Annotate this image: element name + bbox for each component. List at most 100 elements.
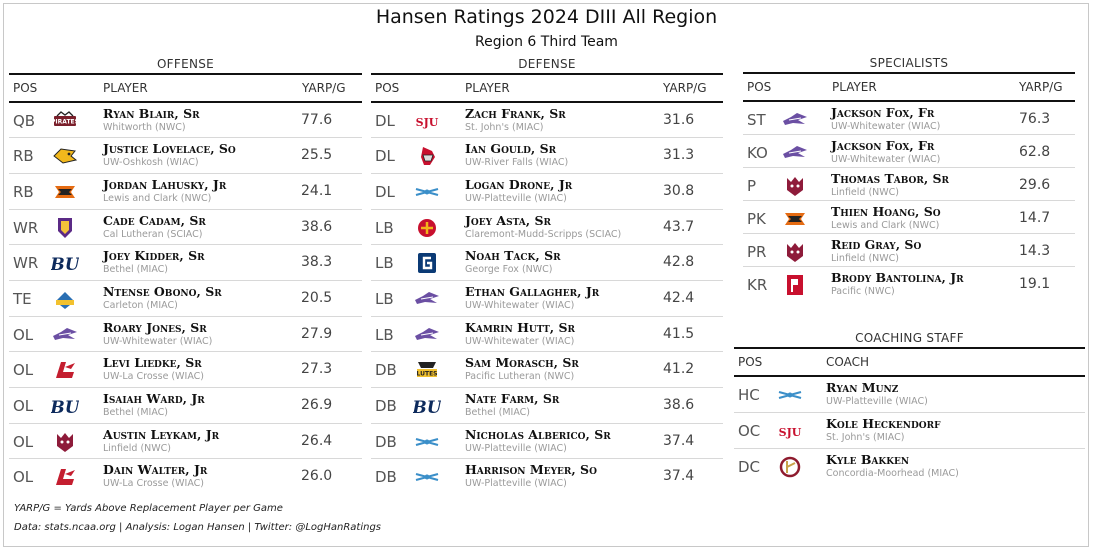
coach-row: DC Kyle Bakken Concordia-Moorhead (MIAC) [734,449,1085,485]
player-row: TE Ntense Obono, Sr Carleton (MIAC) 20.5 [9,281,362,317]
yarp-value: 38.6 [301,218,333,235]
yarp-value: 37.4 [663,432,695,449]
player-name: Isaiah Ward, Jr [103,391,205,406]
player-header: PLAYER [832,79,877,94]
coach-row: OC SJU Kole Heckendorf St. John's (MIAC) [734,413,1085,449]
position-label: OL [13,468,34,487]
school-label: St. John's (MIAC) [465,121,544,133]
uw-whitewater-logo [413,322,441,348]
position-label: PK [747,210,766,229]
school-label: UW-Whitewater (WIAC) [831,153,941,165]
player-row: WR Cade Cadam, Sr Cal Lutheran (SCIAC) 38.6 [9,210,362,246]
position-label: OC [738,421,761,440]
yarp-value: 31.3 [663,147,695,164]
svg-text:SJU: SJU [416,116,439,129]
defense-header-rule [371,100,723,103]
bethel-logo: BU [411,393,442,419]
cal-lutheran-logo [51,215,79,241]
player-row: LB Joey Asta, Sr Claremont-Mudd-Scripps (S… [371,210,723,246]
pos-header: POS [13,80,38,95]
uw-whitewater-logo [781,140,809,166]
position-label: LB [375,325,394,344]
yarp-value: 14.7 [1019,210,1051,227]
player-row: ST Jackson Fox, Fr UW-Whitewater (WIAC) 76.… [743,102,1075,135]
yarp-value: 26.9 [301,397,333,413]
position-label: RB [13,182,34,201]
player-name: Logan Drone, Jr [465,176,573,192]
defense-table: DEFENSE POS PLAYER YARP/G DL SJU Zach Fran… [371,55,723,495]
school-label: UW-Oshkosh (WIAC) [103,157,199,169]
concordia-moorhead-logo [776,454,804,480]
yarp-value: 62.8 [1019,143,1051,160]
offense-header-rule [9,100,362,103]
position-label: DB [375,432,397,451]
uw-platteville-logo [413,464,441,490]
coaching-title: COACHING STAFF [855,331,964,345]
player-name: Nate Farm, Sr [465,391,560,406]
player-name: Austin Leykam, Jr [103,426,220,442]
position-label: DC [738,457,761,476]
offense-top-rule [9,73,362,75]
yarp-value: 42.8 [663,254,695,271]
yarp-value: 37.4 [663,468,695,485]
yarp-value: 43.7 [663,218,695,235]
yarp-value: 14.3 [1019,243,1051,260]
position-label: WR [13,254,39,273]
school-label: UW-Platteville (WIAC) [465,192,567,204]
player-name: Brody Bantolina, Jr [831,270,964,286]
defense-title: DEFENSE [518,57,576,71]
yarp-value: 25.5 [301,147,333,164]
player-name: Dain Walter, Jr [103,462,208,478]
uw-river-falls-logo [413,143,441,169]
school-label: UW-River Falls (WIAC) [465,157,569,169]
player-name: Kamrin Hutt, Sr [465,319,576,335]
yarp-value: 30.8 [663,182,695,199]
player-name: Reid Gray, So [831,237,922,253]
school-label: Bethel (MIAC) [465,407,530,418]
player-name: Thien Hoang, So [831,204,941,220]
uw-whitewater-logo [413,286,441,312]
yarp-header: YARP/G [302,80,346,95]
position-label: LB [375,289,394,308]
school-label: Carleton (MIAC) [103,299,178,311]
school-label: Bethel (MIAC) [103,407,168,418]
school-label: Linfield (NWC) [831,186,900,198]
claremont-logo [413,215,441,241]
pacific-lutheran-logo: LUTES [413,357,441,383]
coach-row: HC Ryan Munz UW-Platteville (WIAC) [734,377,1085,413]
coach-name: Ryan Munz [826,379,899,395]
bethel-logo: BU [49,250,80,276]
player-name: Zach Frank, Sr [465,105,566,121]
position-label: ST [747,110,766,129]
school-label: Claremont-Mudd-Scripps (SCIAC) [465,228,622,240]
specialists-title: SPECIALISTS [869,56,949,70]
yarp-value: 41.2 [663,361,695,378]
chart-subtitle: Region 6 Third Team [475,34,618,50]
offense-title: OFFENSE [156,57,215,71]
yarp-value: 26.4 [301,432,333,449]
player-header: PLAYER [103,80,148,95]
player-row: OL Levi Liedke, Sr UW-La Crosse (WIAC) 27.3 [9,352,362,388]
lewis-clark-logo [781,206,809,232]
player-name: Harrison Meyer, So [465,462,597,478]
yarp-value: 27.3 [301,361,333,378]
whitworth-logo: PIRATES [51,108,79,134]
coach-header: COACH [826,354,870,369]
player-row: RB Jordan Lahusky, Jr Lewis and Clark (NWC… [9,174,362,210]
bethel-logo: BU [49,393,80,419]
st-johns-logo: SJU [413,108,441,134]
svg-text:BU: BU [51,255,79,275]
position-label: WR [13,218,39,237]
school-label: Pacific Lutheran (NWC) [465,371,575,383]
specialists-header: POS PLAYER YARP/G [743,74,1075,100]
yarp-value: 77.6 [301,111,333,128]
chart-frame [3,3,1089,547]
player-row: PR Reid Gray, So Linfield (NWC) 14.3 [743,234,1075,268]
position-label: DB [375,397,397,415]
player-row: OL Dain Walter, Jr UW-La Crosse (WIAC) 26.0 [9,459,362,495]
player-row: PK Thien Hoang, So Lewis and Clark (NWC) 14… [743,201,1075,235]
school-label: Lewis and Clark (NWC) [831,220,940,232]
school-label: Whitworth (NWC) [103,121,186,133]
uw-la-crosse-logo [51,357,79,383]
school-label: Concordia-Moorhead (MIAC) [826,467,959,479]
